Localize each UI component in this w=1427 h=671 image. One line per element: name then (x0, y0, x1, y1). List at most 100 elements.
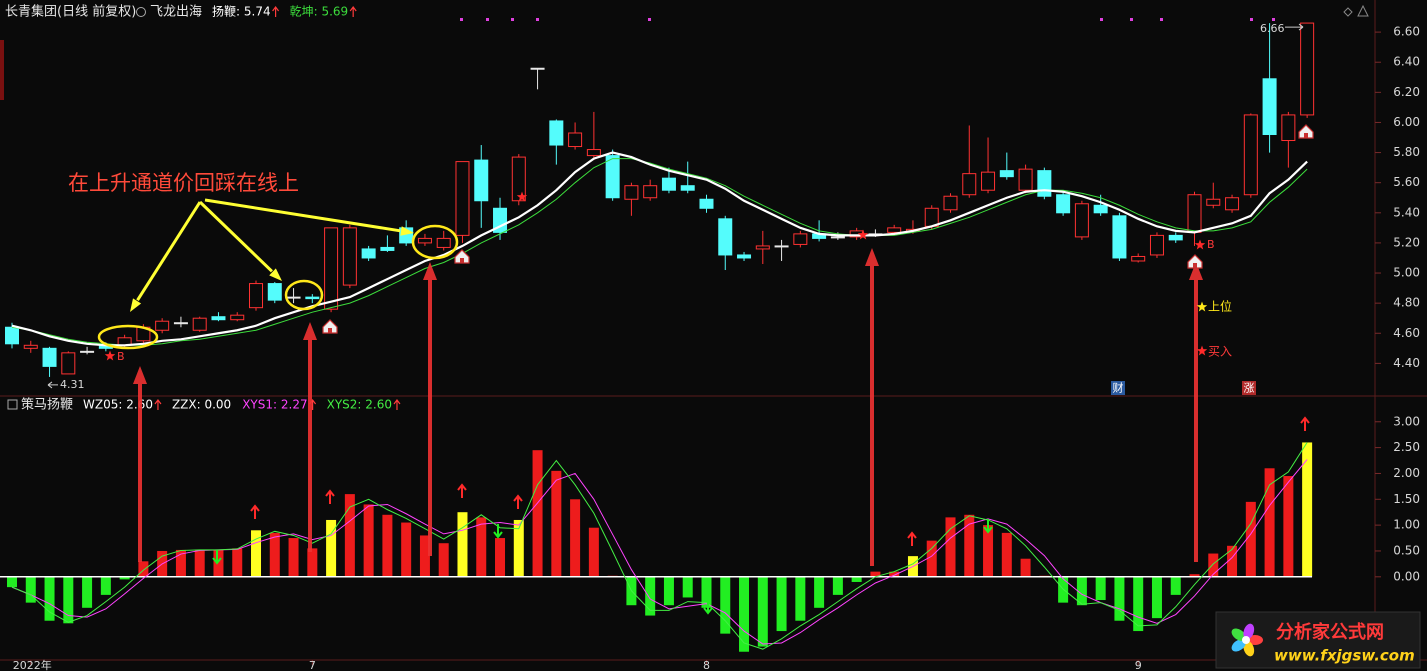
candle-body (680, 185, 695, 191)
bar (889, 571, 900, 577)
candle-body (361, 248, 376, 259)
candle-body (699, 198, 714, 209)
bar (945, 517, 956, 577)
candle-body (549, 120, 564, 146)
signal-star (857, 229, 869, 240)
callout-arrow (198, 200, 273, 273)
bar (419, 535, 430, 577)
watermark-url: www.fxjgsw.com (1274, 647, 1415, 665)
annotation-arrow (865, 248, 879, 566)
annotation-arrow (133, 366, 147, 562)
bar (457, 512, 468, 577)
legend-arrow (349, 6, 357, 17)
candle-body (643, 185, 658, 199)
candle-body (605, 155, 620, 199)
y-tick-label: 0.50 (1393, 543, 1420, 557)
top-dot (648, 18, 651, 21)
legend-entry: XYS1: 2.27 (242, 398, 307, 412)
signal-arrow (250, 504, 260, 519)
watermark-name: 分析家公式网 (1276, 621, 1384, 643)
bar (720, 576, 731, 634)
y-tick-label: 4.60 (1393, 326, 1420, 340)
candle-body (380, 246, 395, 251)
bar (7, 576, 17, 588)
signal-label: 买入 (1208, 345, 1232, 359)
signal-arrow (212, 550, 222, 565)
x-tick-label: 2022年 (13, 658, 52, 671)
bar (926, 540, 937, 577)
candle-body (417, 237, 432, 244)
icon (136, 7, 146, 17)
line (11, 442, 1308, 650)
candle-body (192, 317, 207, 331)
signal-arrow (513, 494, 523, 509)
candle-body (42, 347, 57, 367)
candle-body (1262, 78, 1277, 135)
bar (288, 538, 299, 577)
bar (175, 549, 186, 577)
logo-petal (1231, 628, 1246, 641)
signal-star (516, 191, 528, 202)
y-tick-label: 5.80 (1393, 145, 1420, 159)
bar (776, 576, 787, 632)
low-label: 4.31 (60, 378, 85, 391)
x-tick-label: 7 (309, 659, 316, 671)
candle-body (624, 185, 639, 200)
bar (495, 538, 506, 577)
y-tick-label: 4.40 (1393, 356, 1420, 370)
candle-body (474, 159, 489, 202)
candle-body (1037, 170, 1052, 197)
candle-body (1074, 203, 1089, 238)
top-dot (1100, 18, 1103, 21)
top-dot (511, 18, 514, 21)
bar (119, 576, 130, 580)
bar (251, 530, 262, 577)
top-dot (460, 18, 463, 21)
bar (1302, 442, 1313, 577)
bar (1170, 576, 1181, 595)
bar (645, 576, 656, 616)
high-pointer (1285, 23, 1304, 31)
bar (551, 470, 562, 577)
candle-body (1300, 22, 1315, 116)
bar (1208, 553, 1219, 577)
bar (832, 576, 843, 595)
legend-arrow (272, 6, 280, 17)
bar (63, 576, 74, 624)
bar (588, 527, 599, 577)
y-tick-label: 5.60 (1393, 175, 1420, 189)
callout-head (400, 226, 414, 236)
y-tick-label: 5.00 (1393, 266, 1420, 280)
bar (476, 517, 487, 577)
signal-star (1194, 239, 1206, 250)
annotation-arrow (1189, 262, 1203, 562)
bar (1283, 476, 1294, 577)
signal-arrow (983, 519, 993, 534)
callout-arrow (136, 201, 202, 301)
bar (964, 514, 975, 577)
logo-petal (1243, 623, 1255, 640)
top-dot (1160, 18, 1163, 21)
house-icon (1187, 254, 1203, 269)
signal-star (1196, 301, 1208, 312)
candle-body (1168, 234, 1183, 241)
icon (7, 399, 18, 410)
indicator-name: 飞龙出海 (150, 5, 202, 20)
house-icon (454, 249, 470, 264)
legend-entry: 扬鞭: 5.74 (212, 4, 271, 19)
candle-body (737, 254, 752, 259)
candle-body (305, 296, 320, 300)
annotation-arrow (423, 262, 437, 556)
candle-body (887, 227, 902, 233)
candle-body (436, 237, 451, 248)
signal-label: B (117, 350, 125, 363)
house-icon (1298, 124, 1314, 139)
toolbar-icons (1343, 4, 1369, 17)
bar (1133, 576, 1144, 632)
bar (307, 548, 318, 577)
bar (344, 494, 355, 577)
bar (25, 576, 36, 603)
callout-head (269, 268, 282, 281)
candle-body (230, 314, 245, 321)
bar (269, 532, 280, 577)
